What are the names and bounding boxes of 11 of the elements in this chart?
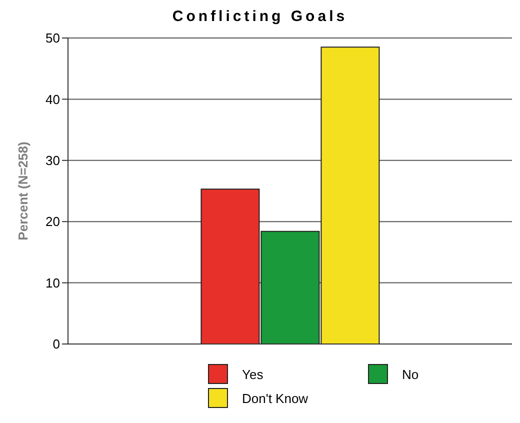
legend-label: No bbox=[402, 366, 419, 382]
y-tick-label: 50 bbox=[46, 30, 60, 46]
y-tick-label: 30 bbox=[46, 153, 60, 168]
y-tick-label: 10 bbox=[46, 275, 60, 290]
legend-label: Yes bbox=[242, 366, 264, 382]
y-tick-label: 0 bbox=[52, 336, 60, 352]
y-axis-title: Percent (N=258) bbox=[16, 142, 31, 240]
legend-label: Don't Know bbox=[242, 390, 308, 406]
y-tick-label: 20 bbox=[46, 214, 60, 230]
chart-title: Conflicting Goals bbox=[171, 8, 349, 25]
y-tick-label: 40 bbox=[46, 92, 60, 107]
